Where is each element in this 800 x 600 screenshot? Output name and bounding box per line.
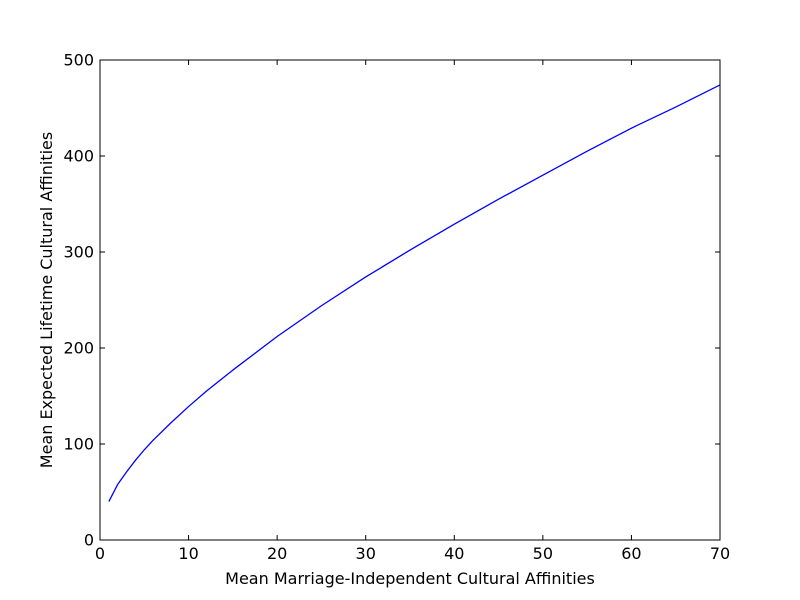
y-tick-label: 0 (84, 531, 94, 550)
x-axis-ticks: 0 10 20 30 40 50 60 70 (95, 60, 730, 563)
y-tick-label: 200 (63, 339, 94, 358)
x-tick-label: 10 (178, 544, 198, 563)
axes-background (100, 60, 720, 540)
y-tick-label: 100 (63, 435, 94, 454)
x-tick-label: 40 (444, 544, 464, 563)
y-tick-label: 300 (63, 243, 94, 262)
x-tick-label: 50 (533, 544, 553, 563)
x-tick-label: 70 (710, 544, 730, 563)
x-tick-label: 30 (356, 544, 376, 563)
y-axis-ticks: 0 100 200 300 400 500 (63, 51, 720, 550)
y-tick-label: 500 (63, 51, 94, 70)
x-tick-label: 20 (267, 544, 287, 563)
y-axis-label: Mean Expected Lifetime Cultural Affiniti… (37, 132, 56, 468)
series-line (108, 84, 721, 502)
x-tick-label: 60 (621, 544, 641, 563)
x-tick-label: 0 (95, 544, 105, 563)
series-layer (108, 84, 721, 502)
x-axis-label: Mean Marriage-Independent Cultural Affin… (225, 569, 595, 588)
axes-frame (99, 59, 721, 541)
y-tick-label: 400 (63, 147, 94, 166)
